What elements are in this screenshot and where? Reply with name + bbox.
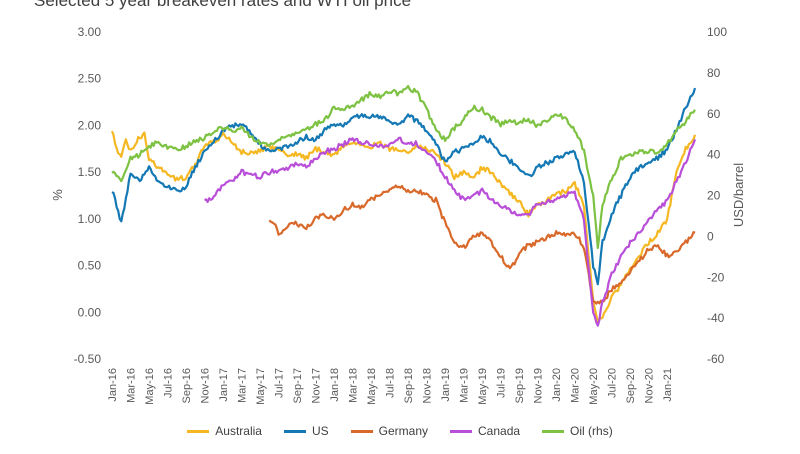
- legend-item: Oil (rhs): [542, 424, 613, 438]
- legend-swatch: [187, 429, 210, 433]
- x-tick-label: Jan-17: [218, 368, 230, 402]
- legend-label: Germany: [378, 424, 428, 438]
- y-axis-right: 100 80 60 40 20 0 -20 -40 -60: [707, 25, 727, 366]
- legend-swatch: [350, 429, 373, 433]
- y-right-tick-label: 0: [707, 229, 714, 243]
- y-left-tick-label: -0.50: [74, 352, 102, 366]
- legend-label: Oil (rhs): [570, 424, 613, 438]
- x-tick-label: Nov-18: [422, 368, 434, 403]
- x-tick-label: Mar-19: [459, 368, 471, 403]
- x-tick-label: Jan-20: [551, 368, 563, 402]
- x-tick-label: Jul-17: [274, 368, 286, 398]
- x-tick-label: Mar-20: [570, 368, 582, 403]
- y-right-tick-label: 40: [707, 148, 721, 162]
- y-left-tick-label: 3.00: [78, 25, 102, 39]
- legend-swatch: [542, 429, 565, 433]
- x-tick-label: Sep-17: [292, 368, 304, 403]
- y-left-tick-label: 0.00: [78, 305, 102, 319]
- y-axis-right-title: USD/barrel: [731, 163, 746, 227]
- x-tick-label: Sep-20: [625, 368, 637, 403]
- x-tick-label: Nov-20: [644, 368, 656, 403]
- legend-item: Germany: [350, 424, 428, 438]
- x-tick-label: Jan-18: [329, 368, 341, 402]
- legend-swatch: [283, 429, 306, 433]
- x-tick-label: May-17: [255, 368, 267, 405]
- x-tick-label: Mar-18: [348, 368, 360, 403]
- x-tick-label: Sep-19: [514, 368, 526, 403]
- y-left-tick-label: 1.50: [78, 165, 102, 179]
- x-axis: Jan-16 Mar-16 May-16 Jul-16 Sep-16 Nov-16 Jan-…: [107, 368, 674, 405]
- legend-item: Canada: [450, 424, 520, 438]
- x-tick-label: Jan-16: [107, 368, 119, 402]
- series-line-germany: [268, 184, 696, 305]
- y-left-tick-label: 2.50: [78, 72, 102, 86]
- legend-label: Australia: [215, 424, 262, 438]
- x-tick-label: Sep-18: [403, 368, 415, 403]
- y-right-tick-label: -20: [707, 270, 725, 284]
- y-right-tick-label: 60: [707, 107, 721, 121]
- x-tick-label: Jul-16: [163, 368, 175, 398]
- legend-item: US: [283, 424, 329, 438]
- y-axis-left-title: %: [50, 189, 65, 201]
- legend-label: Canada: [478, 424, 521, 438]
- x-tick-label: May-19: [477, 368, 489, 405]
- y-axis-left: 3.00 2.50 2.00 1.50 1.00 0.50 0.00 -0.50: [74, 25, 102, 366]
- legend-item: Australia: [187, 424, 262, 438]
- x-tick-label: May-20: [588, 368, 600, 405]
- x-tick-label: Mar-16: [126, 368, 138, 403]
- x-tick-label: Jul-20: [607, 368, 619, 398]
- x-tick-label: Jan-21: [662, 368, 674, 402]
- y-right-tick-label: 20: [707, 189, 721, 203]
- x-tick-label: Sep-16: [181, 368, 193, 403]
- series-line-us: [111, 87, 697, 286]
- y-left-tick-label: 0.50: [78, 259, 102, 273]
- x-tick-label: Jul-18: [385, 368, 397, 398]
- legend: Australia US Germany Canada Oil (rhs): [0, 424, 800, 438]
- y-left-tick-label: 1.00: [78, 212, 102, 226]
- x-tick-label: Nov-19: [533, 368, 545, 403]
- legend-label: US: [311, 424, 329, 438]
- series-line-oil-rhs: [111, 84, 696, 250]
- y-right-tick-label: 80: [707, 66, 721, 80]
- x-tick-label: May-18: [366, 368, 378, 405]
- y-right-tick-label: 100: [707, 25, 727, 39]
- legend-swatch: [450, 429, 472, 433]
- x-tick-label: May-16: [144, 368, 156, 405]
- y-right-tick-label: -60: [707, 352, 725, 366]
- x-tick-label: Nov-17: [311, 368, 323, 403]
- chart-title: Selected 5 year breakeven rates and WTI …: [34, 0, 412, 10]
- x-tick-label: Jan-19: [440, 368, 452, 402]
- x-tick-label: Nov-16: [200, 368, 212, 403]
- x-tick-label: Mar-17: [237, 368, 249, 403]
- y-left-tick-label: 2.00: [78, 118, 102, 132]
- series-line-canada: [204, 136, 697, 327]
- x-tick-label: Jul-19: [496, 368, 508, 398]
- series-lines: [110, 84, 697, 327]
- y-right-tick-label: -40: [707, 311, 725, 325]
